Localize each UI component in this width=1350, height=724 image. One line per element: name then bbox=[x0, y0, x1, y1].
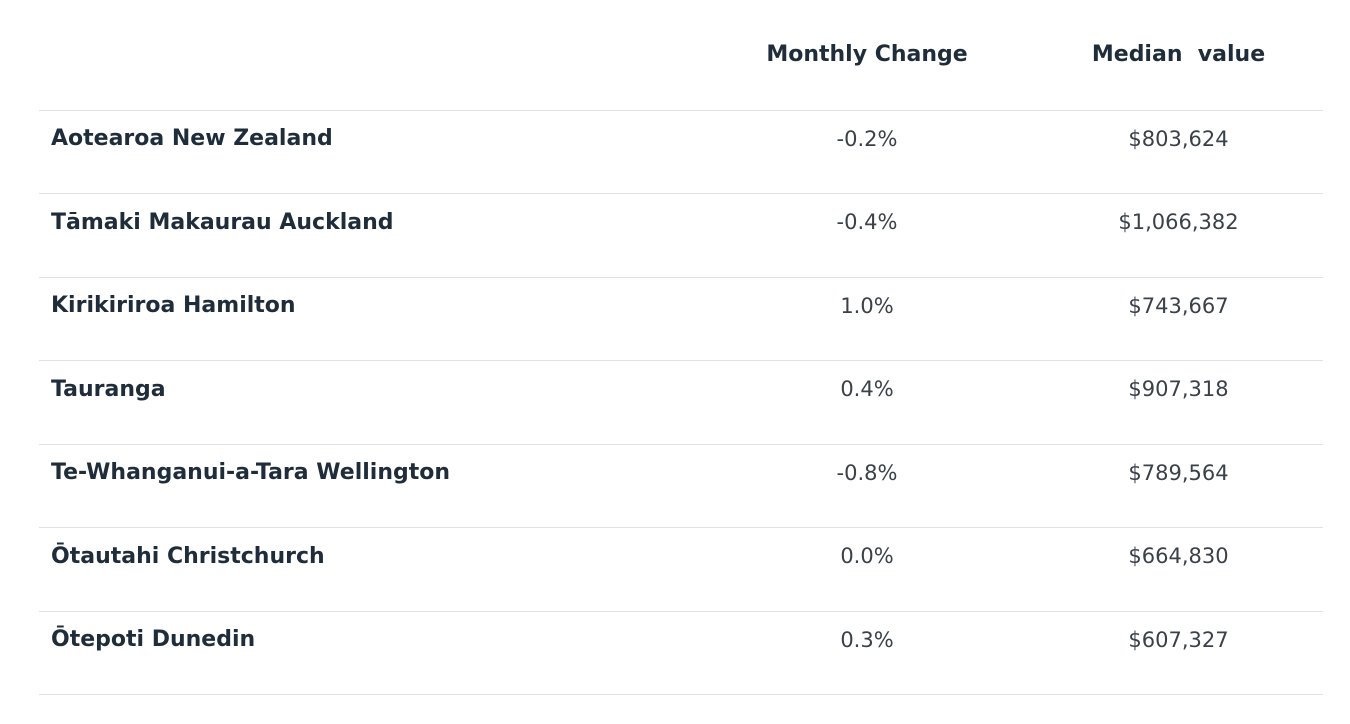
median-value: $607,327 bbox=[1022, 611, 1323, 695]
region-name: Tāmaki Makaurau Auckland bbox=[39, 193, 712, 278]
table-row: Kirikiriroa Hamilton 1.0% $743,667 bbox=[39, 277, 1323, 361]
table-body: Aotearoa New Zealand -0.2% $803,624 Tāmaki … bbox=[39, 110, 1323, 695]
monthly-change: 0.4% bbox=[712, 360, 1022, 445]
median-value: $789,564 bbox=[1022, 444, 1323, 528]
region-name: Tauranga bbox=[39, 360, 712, 445]
median-value: $803,624 bbox=[1022, 110, 1323, 194]
median-value: $1,066,382 bbox=[1022, 193, 1323, 278]
region-name: Ōtautahi Christchurch bbox=[39, 527, 712, 612]
median-value: $907,318 bbox=[1022, 360, 1323, 445]
table-row: Tāmaki Makaurau Auckland -0.4% $1,066,382 bbox=[39, 193, 1323, 278]
monthly-change: -0.4% bbox=[712, 193, 1022, 278]
header-cell bbox=[39, 0, 712, 111]
monthly-change: 0.0% bbox=[712, 527, 1022, 612]
table-row: Tauranga 0.4% $907,318 bbox=[39, 360, 1323, 445]
header-cell: Median value bbox=[1022, 0, 1323, 111]
table-row: Aotearoa New Zealand -0.2% $803,624 bbox=[39, 110, 1323, 194]
table-row: Ōtepoti Dunedin 0.3% $607,327 bbox=[39, 611, 1323, 695]
monthly-change: 0.3% bbox=[712, 611, 1022, 695]
median-value: $664,830 bbox=[1022, 527, 1323, 612]
data-table: Monthly Change Median value Aotearoa New… bbox=[39, 0, 1323, 695]
region-name: Te-Whanganui-a-Tara Wellington bbox=[39, 444, 712, 528]
table-header: Monthly Change Median value bbox=[39, 0, 1323, 111]
region-name: Aotearoa New Zealand bbox=[39, 110, 712, 194]
table-row: Ōtautahi Christchurch 0.0% $664,830 bbox=[39, 527, 1323, 612]
monthly-change: -0.8% bbox=[712, 444, 1022, 528]
monthly-change: -0.2% bbox=[712, 110, 1022, 194]
header-row: Monthly Change Median value bbox=[39, 0, 1323, 111]
monthly-change: 1.0% bbox=[712, 277, 1022, 361]
median-value: $743,667 bbox=[1022, 277, 1323, 361]
region-name: Kirikiriroa Hamilton bbox=[39, 277, 712, 361]
table-row: Te-Whanganui-a-Tara Wellington -0.8% $789,… bbox=[39, 444, 1323, 528]
region-name: Ōtepoti Dunedin bbox=[39, 611, 712, 695]
header-cell: Monthly Change bbox=[712, 0, 1022, 111]
